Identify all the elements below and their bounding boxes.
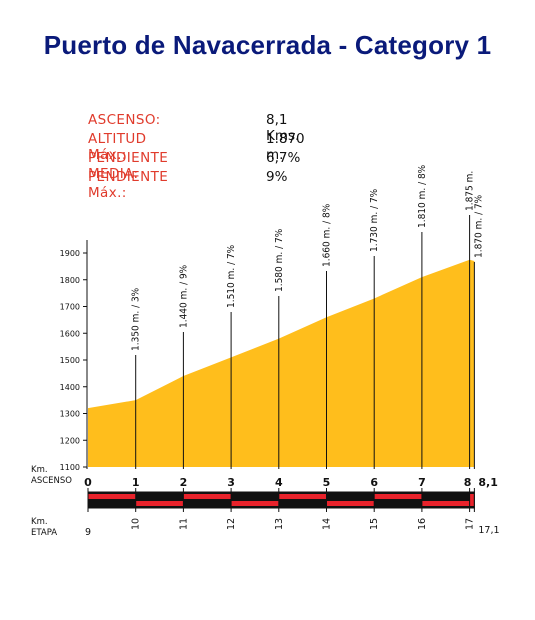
stat-value: 6,7% [266, 150, 301, 166]
etapa-axis-caption-km: Km. [31, 517, 48, 527]
km-bar-segment [231, 494, 279, 499]
elevation-annotation: 1.875 m. [465, 171, 476, 211]
km-bar-segment [469, 494, 475, 506]
stat-value: 8,1 Kms. [266, 112, 300, 144]
ascenso-km-label: 4 [275, 476, 283, 489]
y-tick-label: 1500 [60, 356, 80, 365]
km-bar-segment [135, 501, 184, 506]
km-bar-segment [88, 501, 136, 506]
y-tick-label: 1100 [60, 463, 80, 472]
stat-label: ALTITUD Máx.: [88, 131, 147, 163]
etapa-km-label: 13 [274, 518, 285, 530]
km-bar-segment [183, 501, 232, 506]
ascenso-km-label: 8,1 [478, 476, 498, 489]
ascenso-km-label: 7 [418, 476, 426, 489]
etapa-km-label: 16 [417, 518, 428, 530]
etapa-km-label: 12 [226, 518, 237, 530]
etapa-km-label: 9 [85, 527, 91, 538]
km-bar-segment [326, 494, 375, 499]
y-tick-label: 1800 [60, 276, 80, 285]
ascenso-km-label: 5 [323, 476, 331, 489]
elevation-annotation: 1.440 m. / 9% [178, 264, 189, 328]
ascenso-axis-caption: ASCENSO [31, 476, 72, 486]
km-bar-segment [421, 501, 470, 506]
ascenso-km-label: 3 [227, 476, 235, 489]
profile-area [88, 259, 475, 467]
elevation-annotation: 1.810 m. / 8% [417, 164, 428, 228]
ascenso-km-label: 1 [132, 476, 140, 489]
km-bar-segment [421, 494, 470, 499]
etapa-km-label: 10 [131, 518, 142, 530]
stat-label: PENDIENTE Máx.: [88, 169, 169, 201]
km-bar-segment [231, 501, 279, 506]
stat-label: PENDIENTE MEDIA: [88, 150, 169, 182]
km-bar-segment [278, 501, 327, 506]
elevation-annotation: 1.730 m. / 7% [369, 188, 380, 252]
stat-label: ASCENSO: [88, 112, 161, 128]
km-bar-segment [135, 494, 184, 499]
stat-value: 1.870 m. [266, 131, 305, 163]
km-bar-segment [183, 494, 232, 499]
elevation-annotation: 1.510 m. / 7% [226, 244, 237, 308]
etapa-axis-caption: ETAPA [31, 528, 57, 538]
y-tick-label: 1900 [60, 249, 80, 258]
y-tick-label: 1600 [60, 329, 80, 338]
elevation-annotation: 1.580 m. / 7% [274, 228, 285, 292]
etapa-km-label: 17 [465, 518, 476, 530]
ascenso-km-label: 2 [180, 476, 188, 489]
y-tick-label: 1700 [60, 303, 80, 312]
km-bar-segment [374, 501, 422, 506]
elevation-annotation: 1.870 m. / 7% [473, 194, 484, 258]
elevation-annotation: 1.660 m. / 8% [322, 203, 333, 267]
ascenso-axis-caption-km: Km. [31, 465, 48, 475]
ascenso-km-label: 0 [84, 476, 92, 489]
km-bar-segment [374, 494, 422, 499]
elevation-annotation: 1.350 m. / 3% [131, 287, 142, 351]
ascenso-km-label: 6 [370, 476, 378, 489]
km-bar-segment [326, 501, 375, 506]
ascenso-km-label: 8 [464, 476, 472, 489]
etapa-km-label: 14 [322, 518, 333, 530]
etapa-km-label: 11 [178, 518, 189, 530]
y-tick-label: 1300 [60, 410, 80, 419]
etapa-km-label: 15 [369, 518, 380, 530]
km-bar-segment [88, 494, 136, 499]
chart-title: Puerto de Navacerrada - Category 1 [43, 30, 492, 60]
y-tick-label: 1200 [60, 436, 80, 445]
etapa-km-label: 17,1 [478, 525, 499, 536]
y-tick-label: 1400 [60, 383, 80, 392]
km-bar-segment [278, 494, 327, 499]
stat-value: 9% [266, 169, 288, 185]
